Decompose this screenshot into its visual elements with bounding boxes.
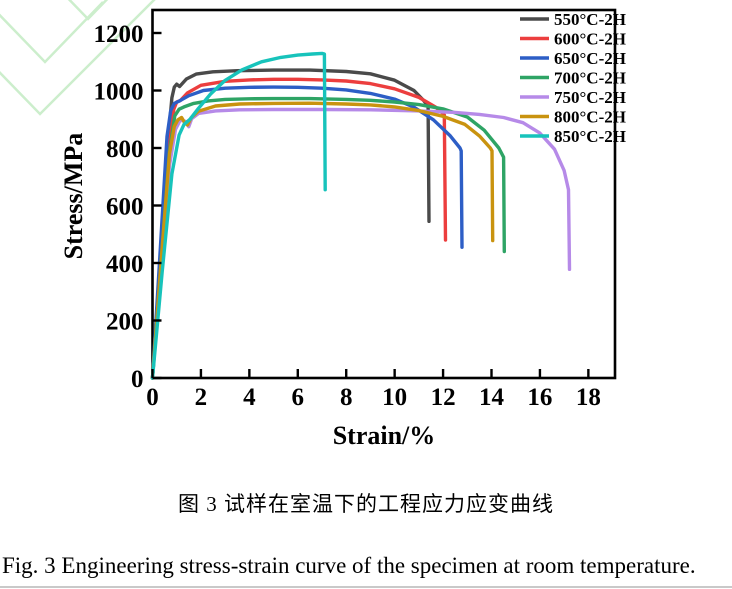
curve-650°C-2H <box>150 85 464 380</box>
plot-frame <box>151 8 617 380</box>
legend-label: 550°C-2H <box>554 10 626 29</box>
legend-item-600°C-2H: 600°C-2H <box>520 30 626 49</box>
legend-label: 600°C-2H <box>554 30 626 49</box>
legend-item-700°C-2H: 700°C-2H <box>520 69 626 88</box>
x-tick-label: 4 <box>243 384 256 411</box>
legend-label: 800°C-2H <box>554 108 626 127</box>
x-tick-label: 14 <box>479 384 505 411</box>
x-tick-label: 12 <box>431 384 456 411</box>
x-tick-label: 2 <box>195 384 208 411</box>
legend-item-750°C-2H: 750°C-2H <box>520 88 626 107</box>
axis-ticks: 0 2 4 6 8 10 12 14 16 18 0 200 400 600 800 1000 1200 <box>94 21 601 411</box>
curve-850°C-2H <box>150 51 327 380</box>
y-tick-label: 0 <box>131 366 144 393</box>
y-tick-label: 1200 <box>94 21 144 48</box>
x-tick-label: 10 <box>382 384 407 411</box>
stress-strain-chart: 0 2 4 6 8 10 12 14 16 18 0 200 400 600 800 1000 1200 550… <box>0 0 626 450</box>
x-axis-label: Strain/% <box>333 421 436 450</box>
y-tick-label: 400 <box>106 251 144 278</box>
page-divider-line <box>0 586 732 588</box>
chart-legend: 550°C-2H600°C-2H650°C-2H700°C-2H750°C-2H… <box>520 10 626 146</box>
y-tick-label: 1000 <box>94 79 144 106</box>
x-tick-label: 18 <box>576 384 601 411</box>
legend-label: 850°C-2H <box>554 127 626 146</box>
x-tick-label: 6 <box>292 384 305 411</box>
watermark-pattern <box>0 0 156 116</box>
legend-item-650°C-2H: 650°C-2H <box>520 49 626 68</box>
legend-label: 750°C-2H <box>554 88 626 107</box>
figure-caption-chinese: 图 3 试样在室温下的工程应力应变曲线 <box>178 492 554 516</box>
plot-border <box>151 8 617 380</box>
y-tick-label: 800 <box>106 136 144 163</box>
y-tick-label: 600 <box>106 194 144 221</box>
curve-800°C-2H <box>150 101 495 380</box>
curve-550°C-2H <box>150 68 431 380</box>
x-tick-label: 8 <box>340 384 353 411</box>
curve-700°C-2H <box>150 96 506 380</box>
curve-750°C-2H <box>150 107 572 380</box>
y-axis-label: Stress/MPa <box>59 133 88 260</box>
figure-caption-english: Fig. 3 Engineering stress-strain curve o… <box>2 553 696 578</box>
x-tick-label: 0 <box>146 384 159 411</box>
legend-item-800°C-2H: 800°C-2H <box>520 108 626 127</box>
curve-600°C-2H <box>150 77 448 380</box>
legend-label: 700°C-2H <box>554 69 626 88</box>
y-tick-label: 200 <box>106 309 144 336</box>
curves-group <box>150 51 572 380</box>
legend-item-850°C-2H: 850°C-2H <box>520 127 626 146</box>
x-tick-label: 16 <box>527 384 552 411</box>
legend-label: 650°C-2H <box>554 49 626 68</box>
legend-item-550°C-2H: 550°C-2H <box>520 10 626 29</box>
